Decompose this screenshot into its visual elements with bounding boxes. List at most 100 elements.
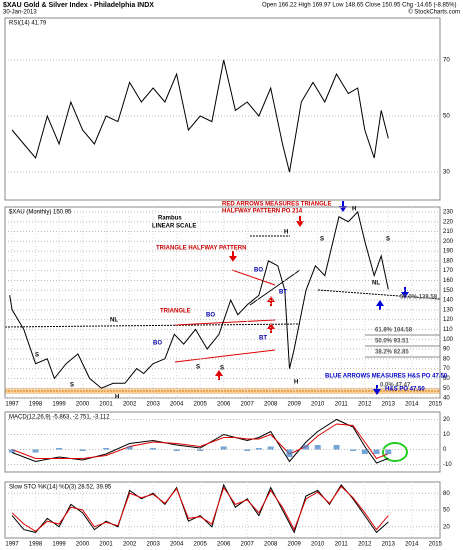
x-tick-label: 2009 (288, 542, 302, 548)
x-tick-label: 1999 (52, 402, 66, 408)
annotation: H (294, 380, 298, 386)
x-tick-label: 2013 (382, 402, 396, 408)
histogram-bar (220, 446, 227, 450)
y-tick-label: 0 (443, 447, 447, 453)
x-tick-label: 2012 (358, 402, 372, 408)
red-arrow (215, 370, 223, 380)
x-tick-label: 1998 (29, 542, 43, 548)
histogram-bar (255, 448, 262, 450)
y-tick-label: 120 (443, 317, 454, 323)
y-tick-label: 220 (443, 219, 454, 225)
annotation: BT (259, 336, 267, 342)
annotation: TRIANGLE HALFWAY PATTERN (156, 246, 246, 252)
triangle-line (174, 349, 276, 363)
annotation: HALFWAY PATTERN PO 214 (222, 209, 303, 215)
annotation: H (352, 207, 356, 213)
series-line (9, 210, 389, 389)
x-tick-label: 2003 (146, 402, 160, 408)
histogram-bar (79, 449, 86, 451)
series-line (11, 59, 389, 173)
annotation: S (320, 237, 324, 243)
series-line (11, 485, 389, 532)
x-tick-label: 2011 (335, 402, 349, 408)
x-tick-label: 2015 (429, 542, 443, 548)
y-tick-label: 80 (443, 491, 450, 497)
x-tick-label: 2002 (123, 542, 137, 548)
annotation: H (284, 230, 288, 236)
x-tick-label: 2001 (99, 402, 113, 408)
x-tick-label: 2010 (311, 402, 325, 408)
credit: © StockCharts.com (408, 9, 460, 16)
y-tick-label: 10 (443, 432, 450, 438)
annotation: BT (279, 290, 287, 296)
annotation: 50.0% 93.51 (375, 339, 409, 345)
histogram-bar (56, 448, 63, 450)
x-tick-label: 2011 (335, 542, 349, 548)
histogram-bar (126, 446, 133, 450)
y-tick-label: 140 (443, 298, 454, 304)
panel-frame (4, 206, 441, 399)
annotation: RED ARROWS MEASURES TRIANGLE (222, 202, 331, 208)
annotation: 50.0% 138.58 (400, 295, 438, 301)
histogram-bar (173, 449, 180, 451)
y-tick-label: 50 (443, 114, 450, 120)
panel-legend: MACD(12,26,9) -5.863, -2.751, -3.112 (9, 415, 110, 421)
panel-legend: RSI(14) 41.79 (9, 21, 47, 27)
panel-legend: Slow STO %K(14) %D(3) 28.52, 39.95 (9, 485, 112, 491)
y-tick-label: 200 (443, 239, 454, 245)
y-tick-label: 60 (443, 376, 450, 382)
x-tick-label: 1997 (5, 402, 19, 408)
triangle-line (174, 319, 276, 326)
y-tick-label: 70 (443, 366, 450, 372)
y-tick-label: 90 (443, 347, 450, 353)
highlight-circle (382, 442, 408, 462)
y-tick-label: 80 (443, 356, 450, 362)
x-tick-label: 2000 (76, 542, 90, 548)
x-tick-label: 2012 (358, 542, 372, 548)
x-tick-label: 1997 (5, 542, 19, 548)
x-tick-label: 2005 (193, 542, 207, 548)
x-tick-label: 2003 (146, 542, 160, 548)
y-tick-label: 160 (443, 278, 454, 284)
annotation: Rambus (158, 216, 182, 222)
histogram-bar (361, 449, 368, 454)
histogram-bar (9, 449, 16, 453)
annotation: LINEAR SCALE (152, 224, 196, 230)
y-tick-label: 230 (443, 209, 454, 215)
y-tick-label: 40 (443, 396, 450, 402)
x-tick-label: 2001 (99, 542, 113, 548)
y-tick-label: 110 (443, 327, 453, 333)
x-tick-label: 2014 (405, 402, 419, 408)
x-tick-label: 2006 (217, 542, 231, 548)
y-tick-label: 100 (443, 337, 454, 343)
annotation: S (386, 237, 390, 243)
x-tick-label: 2008 (264, 542, 278, 548)
quote: Open 166.22 High 169.97 Low 148.65 Close… (262, 3, 456, 9)
histogram-bar (350, 449, 356, 451)
x-tick-label: 2007 (241, 402, 255, 408)
annotation: BO (254, 268, 263, 274)
annotation: S (35, 353, 39, 359)
annotation: S (196, 365, 200, 371)
histogram-bar (286, 449, 293, 457)
histogram-bar (333, 445, 340, 450)
y-tick-label: 50 (443, 386, 450, 392)
neckline (317, 289, 441, 300)
x-tick-label: 1999 (52, 542, 66, 548)
triangle-line (231, 269, 276, 286)
histogram-bar (32, 449, 39, 453)
annotation: BO (206, 313, 215, 319)
annotation: 38.2% 82.85 (375, 350, 409, 356)
x-tick-label: 2007 (241, 542, 255, 548)
panel-legend: $XAU (Monthly) 150.95 (9, 210, 72, 216)
blue-arrow (376, 300, 384, 310)
histogram-bar (302, 445, 309, 450)
annotation: S (70, 383, 74, 389)
y-tick-label: 70 (443, 58, 450, 64)
x-tick-label: 2006 (217, 402, 231, 408)
y-tick-label: 180 (443, 258, 454, 264)
y-tick-label: 20 (443, 417, 450, 423)
annotation: H (115, 395, 119, 401)
